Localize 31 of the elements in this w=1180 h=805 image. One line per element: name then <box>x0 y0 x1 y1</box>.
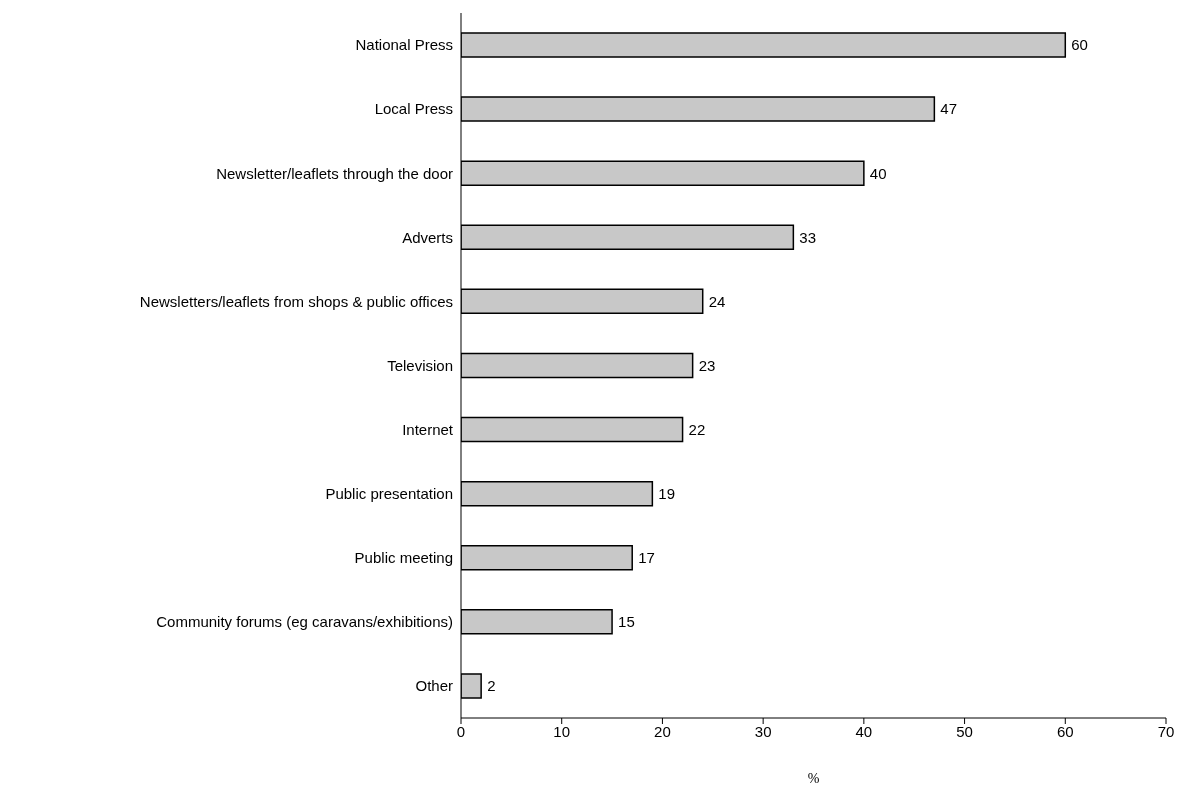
x-axis-title: % <box>807 771 820 786</box>
x-tick-label: 60 <box>1056 722 1074 740</box>
x-tick-label: 40 <box>855 722 873 740</box>
y-tick-label: Public presentation <box>325 485 453 503</box>
y-tick-label: Other <box>415 677 453 695</box>
y-tick-label: Newsletter/leaflets through the door <box>216 164 453 182</box>
data-label: 24 <box>708 292 726 310</box>
y-tick-label: Newsletters/leaflets from shops & public offices <box>139 292 453 310</box>
data-label: 40 <box>869 164 887 182</box>
data-label: 33 <box>799 228 817 246</box>
y-tick-label: Local Press <box>374 100 453 118</box>
data-label: 22 <box>688 420 706 438</box>
y-tick-label: Public meeting <box>354 549 453 567</box>
x-tick-label: 20 <box>654 722 671 740</box>
data-label: 23 <box>698 356 716 374</box>
x-tick-label: 0 <box>456 722 466 740</box>
y-tick-label: Television <box>387 356 453 374</box>
data-label: 19 <box>658 484 676 502</box>
x-tick-label: 10 <box>553 722 571 740</box>
data-label: 15 <box>618 613 635 631</box>
y-tick-label: Community forums (eg caravans/exhibitions) <box>156 613 453 631</box>
y-tick-label: Internet <box>402 420 454 438</box>
data-label: 2 <box>487 677 496 695</box>
x-tick-label: 70 <box>1157 722 1175 740</box>
data-label: 47 <box>940 100 958 118</box>
x-tick-label: 30 <box>754 722 772 740</box>
data-label: 17 <box>638 549 655 567</box>
y-tick-label: National Press <box>355 36 453 54</box>
y-tick-label: Adverts <box>402 228 453 246</box>
x-tick-label: 50 <box>956 722 973 740</box>
data-label: 60 <box>1071 36 1088 54</box>
